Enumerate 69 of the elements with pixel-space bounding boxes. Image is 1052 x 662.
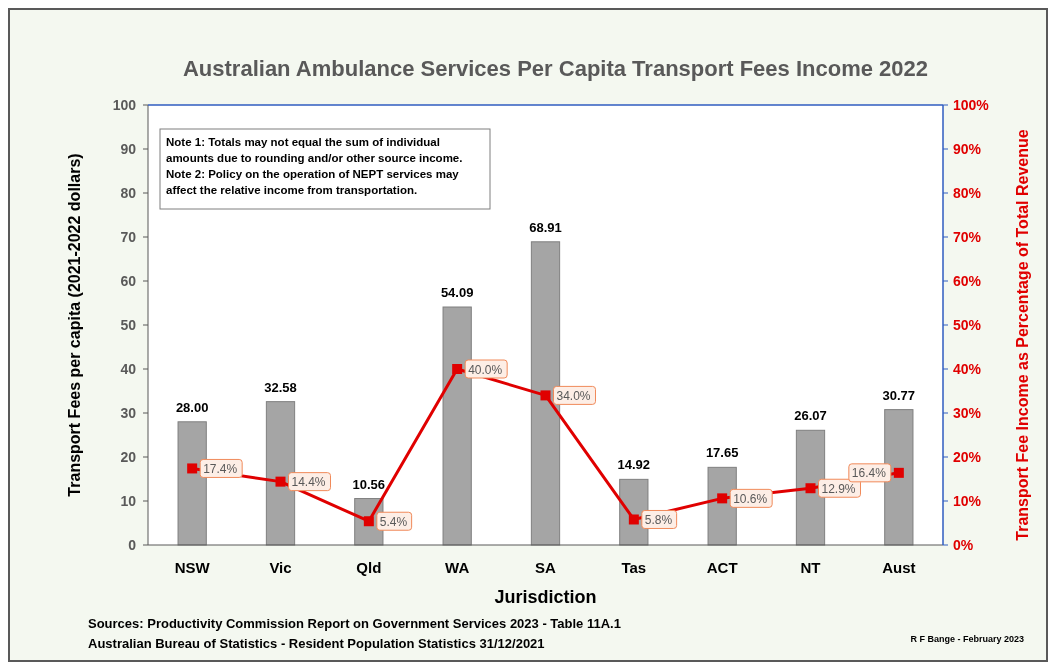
- y2-tick-label: 60%: [953, 273, 982, 289]
- y-tick-label: 80: [120, 185, 137, 201]
- x-tick-label: SA: [535, 559, 557, 576]
- y2-tick-label: 10%: [953, 493, 982, 509]
- point: [628, 514, 639, 525]
- y2-tick-label: 70%: [953, 229, 982, 245]
- data-label: 68.91: [529, 219, 562, 235]
- data-label: 17.65: [705, 445, 739, 461]
- x-tick-label: WA: [445, 559, 470, 576]
- y-tick-label: 0: [128, 537, 137, 553]
- annotation: Note 2: Policy on the operation of NEPT services may affect the relative income from transportation.: [166, 167, 460, 198]
- point: [893, 467, 904, 478]
- y2-tick-label: 20%: [953, 449, 982, 465]
- point: [540, 390, 551, 401]
- y2-tick-label: 90%: [953, 141, 982, 157]
- x-tick-label: Tas: [621, 559, 647, 576]
- y2-tick-label: 50%: [953, 317, 982, 333]
- y-tick-label: 50: [120, 317, 137, 333]
- data-label: 5.4%: [379, 514, 408, 529]
- point: [805, 483, 816, 494]
- data-label: 32.58: [264, 379, 297, 395]
- x-tick-label: Qld: [356, 559, 382, 576]
- x-axis-title: Jurisdiction: [494, 587, 597, 607]
- source-note: Sources: Productivity Commission Report on Government Services 2023 - Table 11A.1: [88, 616, 621, 631]
- chart-title: Australian Ambulance Services Per Capita Transport Fees Income 2022: [182, 56, 929, 81]
- data-label: 16.4%: [851, 466, 887, 481]
- data-label: 10.56: [352, 476, 386, 492]
- point: [452, 364, 463, 374]
- data-label: 5.8%: [644, 512, 673, 527]
- y2-axis-title: Transport Fee Income as Percentage of Total Revenue: [1014, 129, 1031, 541]
- data-label: 14.4%: [291, 475, 326, 490]
- text: Australian Bureau of Statistics - Resident Population Statistics 31/12/2021: [88, 636, 545, 651]
- y2-tick-label: 0%: [953, 537, 974, 553]
- annotation: Note 1: Totals may not equal the sum of individual amounts due to rounding and/or other source income.: [166, 135, 464, 166]
- data-label: 54.09: [440, 285, 474, 300]
- x-tick-label: NSW: [174, 559, 211, 576]
- y-tick-label: 100: [112, 97, 137, 113]
- data-label: 28.00: [175, 399, 209, 415]
- note-box: Note 1: Totals may not equal the sum of individual amounts due to rounding and/or other source income. Note 2: Policy on the operation of NEPT services may affect the relative income from transportation.: [159, 128, 491, 210]
- data-label: 34.0%: [556, 388, 591, 403]
- data-label: 40.0%: [468, 362, 503, 377]
- point: [187, 463, 198, 474]
- y-axis-title: Transport Fees per capita (2021-2022 dollars): [66, 153, 83, 497]
- data-label: 30.77: [882, 387, 916, 403]
- y-tick-label: 90: [120, 141, 137, 157]
- y-tick-label: 20: [120, 449, 137, 465]
- y-tick-label: 60: [120, 273, 137, 289]
- bar: [884, 409, 914, 546]
- y2-tick-label: 40%: [953, 361, 982, 377]
- y-tick-label: 30: [120, 405, 137, 421]
- data-label: 12.9%: [821, 481, 856, 496]
- point: [363, 516, 374, 527]
- x-tick-label: Aust: [882, 559, 916, 576]
- y-tick-label: 10: [120, 493, 137, 509]
- x-tick-label: Vic: [269, 559, 292, 576]
- data-label: 17.4%: [203, 461, 238, 476]
- y2-tick-label: 80%: [953, 185, 982, 201]
- point: [717, 493, 728, 504]
- point: [275, 476, 286, 487]
- x-tick-label: ACT: [706, 559, 738, 576]
- data-label: 26.07: [794, 408, 827, 424]
- data-label: 14.92: [617, 457, 651, 473]
- data-label: 10.6%: [733, 491, 768, 506]
- x-tick-label: NT: [800, 559, 821, 576]
- y2-tick-label: 30%: [953, 405, 982, 421]
- y2-tick-label: 100%: [953, 97, 990, 113]
- y-tick-label: 40: [120, 361, 137, 377]
- text: R F Bange - February 2023: [910, 634, 1024, 644]
- y-tick-label: 70: [120, 229, 137, 245]
